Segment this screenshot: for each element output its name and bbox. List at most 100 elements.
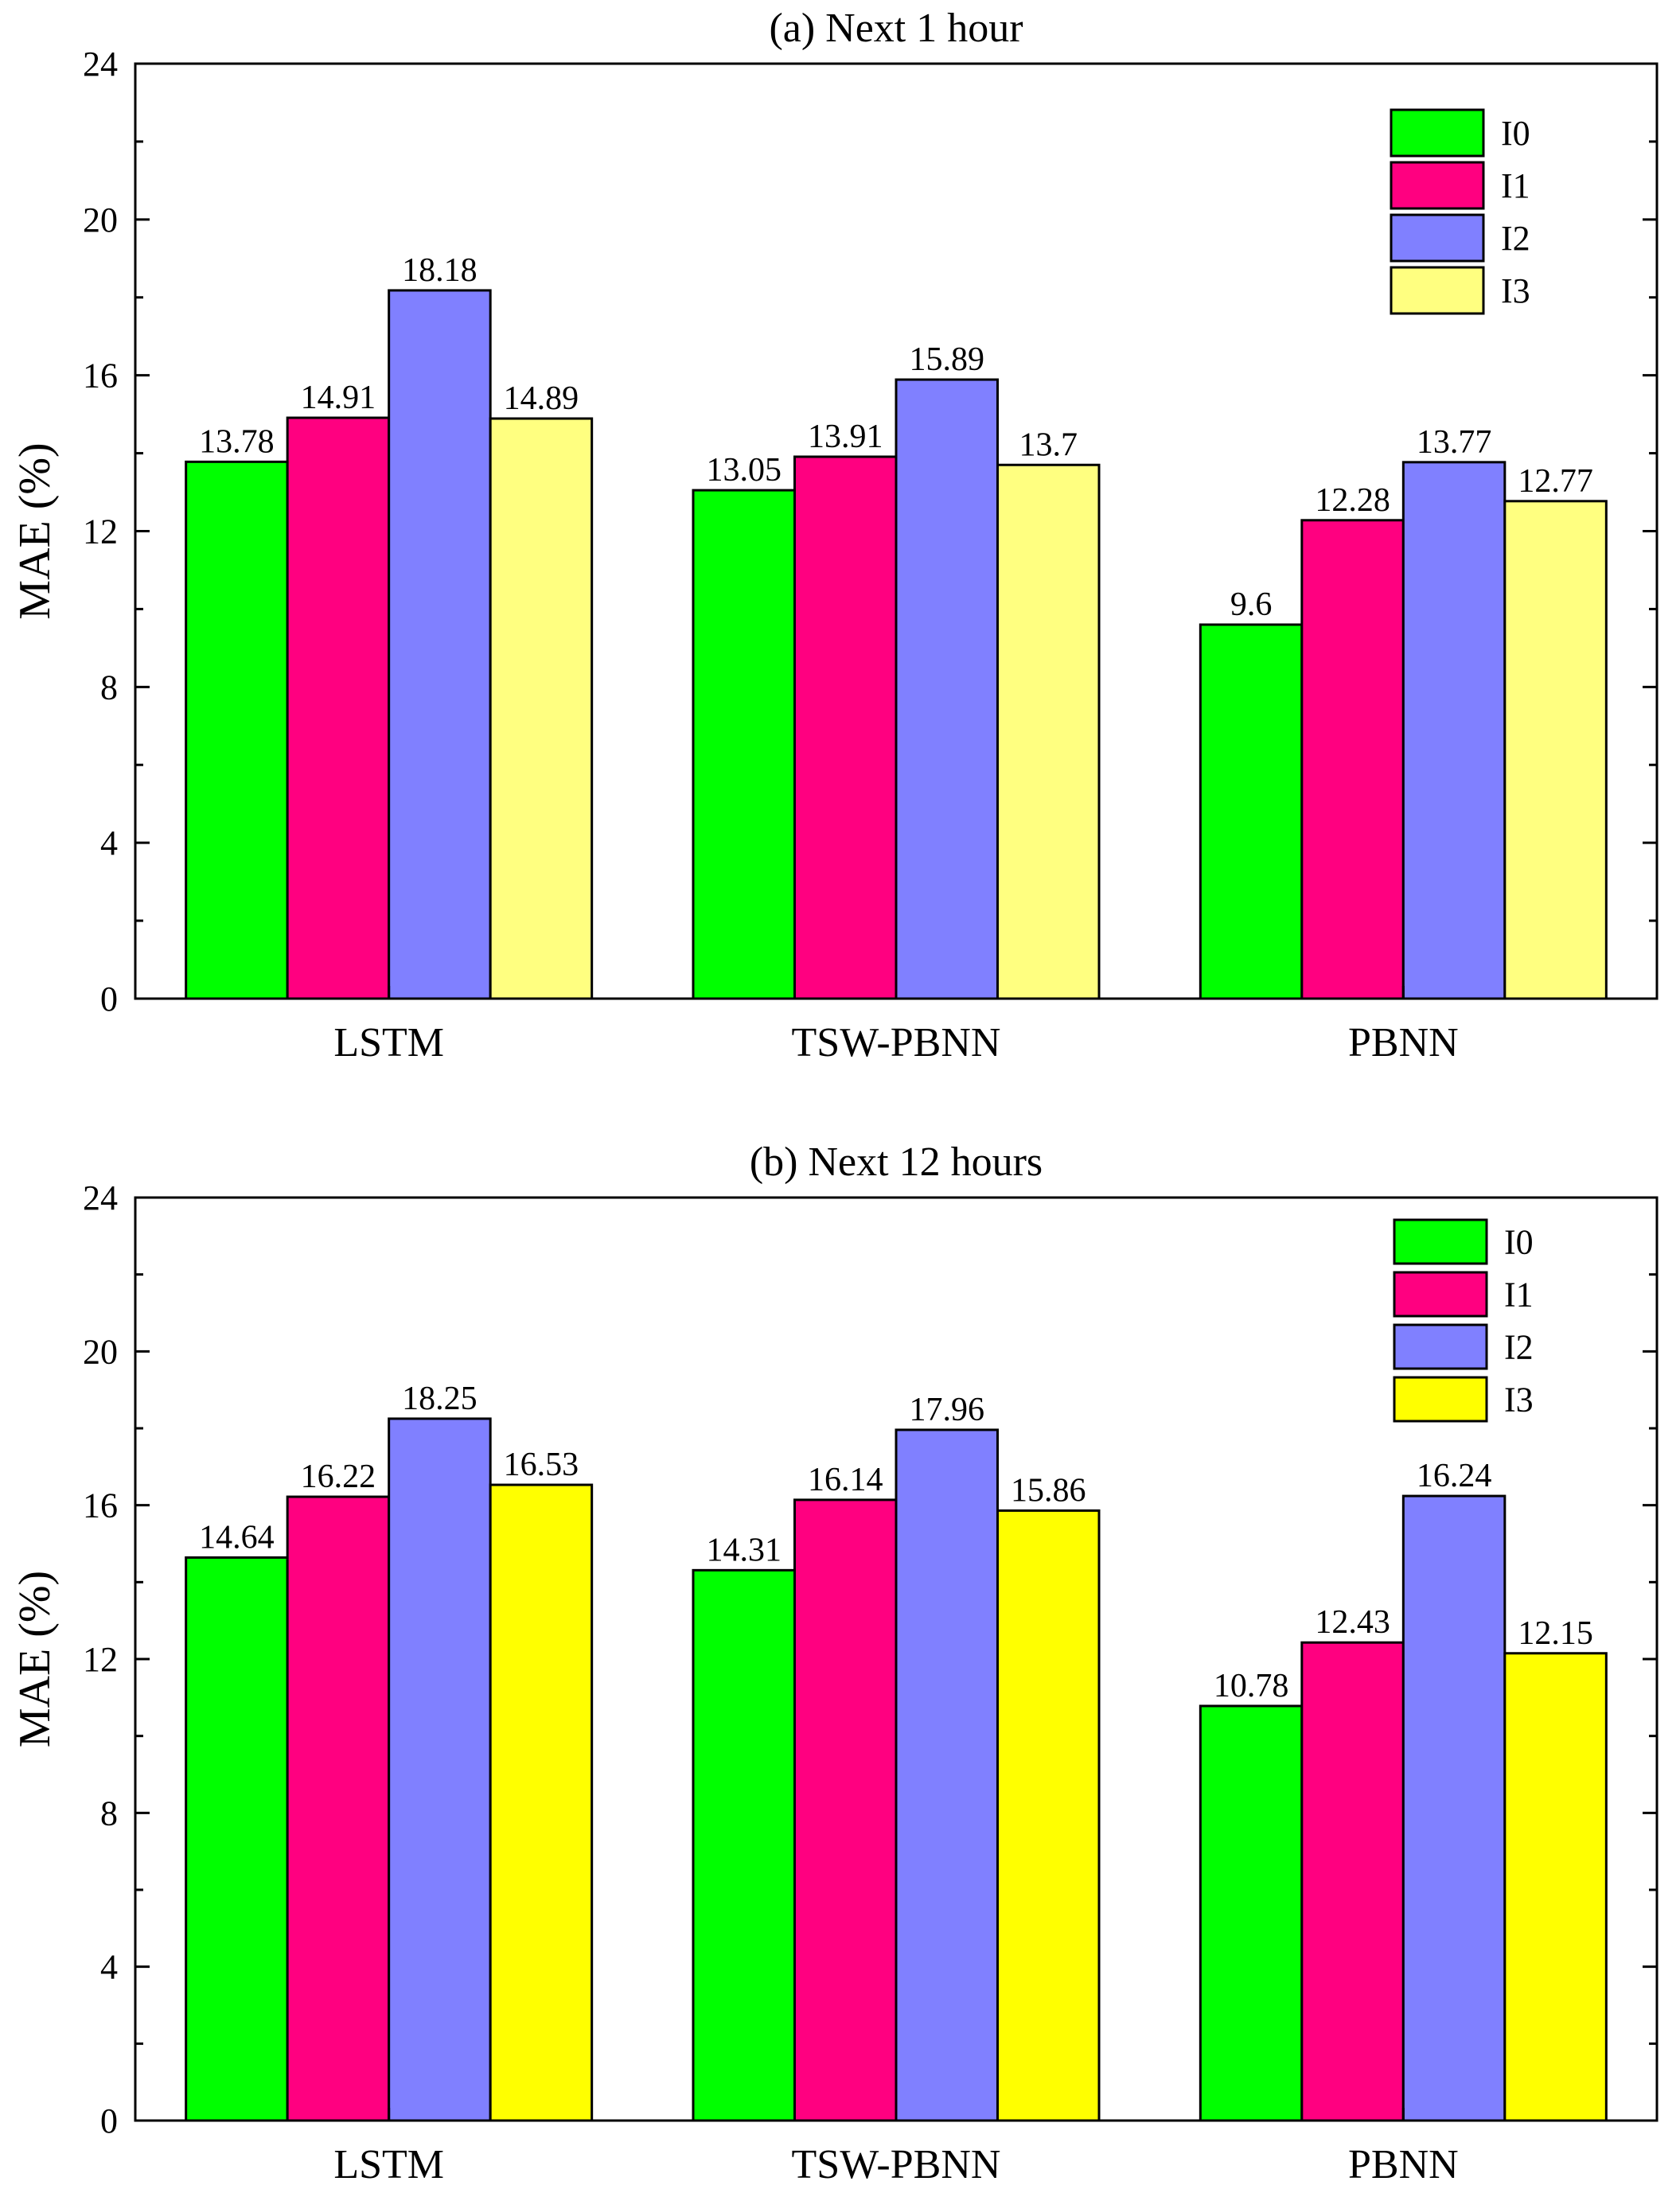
legend-label: I2 [1504,1328,1534,1367]
data-label: 13.91 [808,419,883,455]
bar-i3-tsw-pbnn [996,1509,1101,2122]
bar-i1-pbnn [1300,1641,1405,2122]
category-label: TSW-PBNN [792,2142,1001,2187]
bar-i0-pbnn [1199,1704,1304,2122]
bars [185,289,1608,1000]
y-tick-label: 20 [83,1332,118,1371]
legend-label: I3 [1501,271,1530,310]
x-axis-categories: LSTM TSW-PBNN PBNN [333,986,1459,1065]
bar-i1-lstm [286,416,391,1000]
bar-i3-lstm [489,1483,594,2122]
legend-swatch [1390,161,1485,210]
y-tick-label: 0 [100,2101,118,2140]
legend-swatch [1390,213,1485,263]
bar-i3-pbnn [1503,1652,1608,2122]
bar-i1-tsw-pbnn [793,1498,898,2122]
data-label: 12.28 [1315,482,1390,519]
data-label: 16.53 [504,1447,579,1483]
legend-swatch [1390,266,1485,315]
bar-i0-tsw-pbnn [692,489,796,1000]
chart-panel-a: (a) Next 1 hour MAE (%) 13.7814.9118.181… [10,6,1659,1065]
data-labels: 14.64 16.22 18.25 16.53 14.31 16.14 17.96 15.86… [199,1381,1593,1704]
data-label: 10.78 [1214,1668,1289,1704]
y-tick-label: 16 [83,356,118,395]
data-label: 16.22 [301,1459,376,1495]
data-label: 18.25 [402,1381,477,1417]
bar-i2-pbnn [1401,461,1507,1000]
chart-panel-b: (b) Next 12 hours MAE (%) 14.64 16.22 18.2… [10,1139,1659,2187]
data-label: 17.96 [910,1392,985,1428]
data-label: 14.91 [301,380,376,416]
legend-label: I2 [1501,219,1530,258]
bar-i3-lstm [489,417,594,1000]
bar-i1-lstm [286,1495,391,2122]
category-label: PBNN [1348,2142,1459,2187]
bar-i0-lstm [185,460,289,1000]
x-axis-categories: LSTM TSW-PBNN PBNN [333,2108,1459,2187]
bar-i2-pbnn [1401,1494,1507,2122]
data-label: 14.64 [199,1519,275,1556]
plot-frame [134,62,1659,1000]
data-label: 13.77 [1417,424,1492,461]
category-label: LSTM [333,1020,444,1065]
legend-label: I1 [1504,1276,1534,1315]
y-tick-label: 0 [100,980,118,1019]
data-label: 12.43 [1315,1604,1390,1641]
y-tick-label: 8 [100,668,118,707]
bar-i3-pbnn [1503,500,1608,1000]
legend-swatch [1393,1218,1488,1265]
data-label: 18.18 [402,252,477,289]
data-label: 14.31 [707,1532,782,1568]
data-label: 15.86 [1011,1472,1086,1509]
legend-label: I1 [1501,166,1530,205]
y-axis-ticks: 0 4 8 12 16 20 24 [83,1178,1657,2140]
y-tick-label: 16 [83,1486,118,1525]
y-axis-label: MAE (%) [10,442,60,619]
category-label: PBNN [1348,1020,1459,1065]
bar-i3-tsw-pbnn [996,463,1101,1000]
bar-i2-tsw-pbnn [895,1428,999,2122]
legend-swatch [1390,108,1485,158]
data-label: 9.6 [1230,586,1273,623]
legend-swatch [1393,1376,1488,1423]
y-tick-label: 4 [100,824,118,863]
bar-i1-pbnn [1300,519,1405,1000]
data-label: 16.24 [1417,1458,1492,1494]
y-tick-label: 12 [83,512,118,551]
bar-i1-tsw-pbnn [793,455,898,1000]
legend: I0 I1 I2 I3 [1390,108,1530,315]
data-label: 15.89 [910,341,985,378]
chart-title: (a) Next 1 hour [769,6,1023,51]
legend-swatch [1393,1271,1488,1318]
legend-label: I0 [1504,1223,1534,1262]
bars [185,1417,1608,2122]
legend: I0 I1 I2 I3 [1393,1218,1534,1423]
bar-i2-tsw-pbnn [895,378,999,1000]
bar-i2-lstm [388,289,492,1000]
bar-i0-tsw-pbnn [692,1568,796,2122]
data-label: 14.89 [504,380,579,417]
y-tick-label: 12 [83,1640,118,1679]
category-label: LSTM [333,2142,444,2187]
y-tick-label: 24 [83,1178,118,1217]
data-label: 16.14 [808,1462,883,1498]
data-labels: 13.78 14.91 18.18 14.89 13.05 13.91 15.89 13.7 9… [199,252,1593,623]
data-label: 13.7 [1019,427,1078,463]
legend-label: I0 [1501,114,1530,153]
y-tick-label: 20 [83,201,118,240]
y-tick-label: 4 [100,1948,118,1987]
chart-title: (b) Next 12 hours [750,1139,1043,1185]
y-tick-label: 24 [83,45,118,84]
legend-swatch [1393,1323,1488,1370]
data-label: 12.15 [1518,1615,1593,1652]
category-label: TSW-PBNN [792,1020,1001,1065]
plot-frame [134,1196,1659,2122]
bar-i2-lstm [388,1417,492,2122]
data-label: 13.05 [707,452,782,489]
bar-i0-pbnn [1199,623,1304,1000]
data-label: 12.77 [1518,463,1593,500]
bar-i0-lstm [185,1556,289,2122]
data-label: 13.78 [199,423,275,460]
y-axis-label: MAE (%) [10,1571,60,1747]
